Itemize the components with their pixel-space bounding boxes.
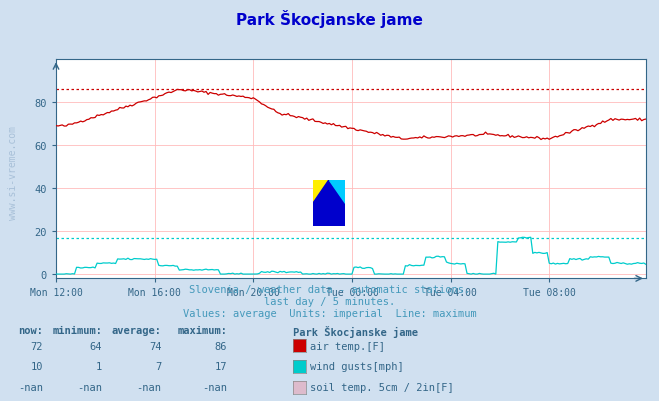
Text: -nan: -nan <box>18 383 43 392</box>
Polygon shape <box>313 180 345 227</box>
Text: Park Škocjanske jame: Park Škocjanske jame <box>236 10 423 28</box>
Polygon shape <box>313 180 329 203</box>
Text: Slovenia / weather data - automatic stations.: Slovenia / weather data - automatic stat… <box>189 284 470 294</box>
Text: 74: 74 <box>149 341 161 350</box>
Text: 1: 1 <box>96 362 102 371</box>
Text: 64: 64 <box>90 341 102 350</box>
Text: -nan: -nan <box>202 383 227 392</box>
Text: -nan: -nan <box>136 383 161 392</box>
Text: 86: 86 <box>215 341 227 350</box>
Text: -nan: -nan <box>77 383 102 392</box>
Text: last day / 5 minutes.: last day / 5 minutes. <box>264 296 395 306</box>
Text: 7: 7 <box>156 362 161 371</box>
Text: Values: average  Units: imperial  Line: maximum: Values: average Units: imperial Line: ma… <box>183 308 476 318</box>
Text: average:: average: <box>111 325 161 335</box>
Text: 10: 10 <box>30 362 43 371</box>
Text: maximum:: maximum: <box>177 325 227 335</box>
Text: 17: 17 <box>215 362 227 371</box>
Text: Park Škocjanske jame: Park Škocjanske jame <box>293 325 418 337</box>
Text: wind gusts[mph]: wind gusts[mph] <box>310 362 403 371</box>
Text: soil temp. 5cm / 2in[F]: soil temp. 5cm / 2in[F] <box>310 383 453 392</box>
Text: 72: 72 <box>30 341 43 350</box>
Text: now:: now: <box>18 325 43 335</box>
Text: air temp.[F]: air temp.[F] <box>310 341 385 350</box>
Polygon shape <box>329 180 345 203</box>
Text: minimum:: minimum: <box>52 325 102 335</box>
Text: www.si-vreme.com: www.si-vreme.com <box>8 126 18 219</box>
